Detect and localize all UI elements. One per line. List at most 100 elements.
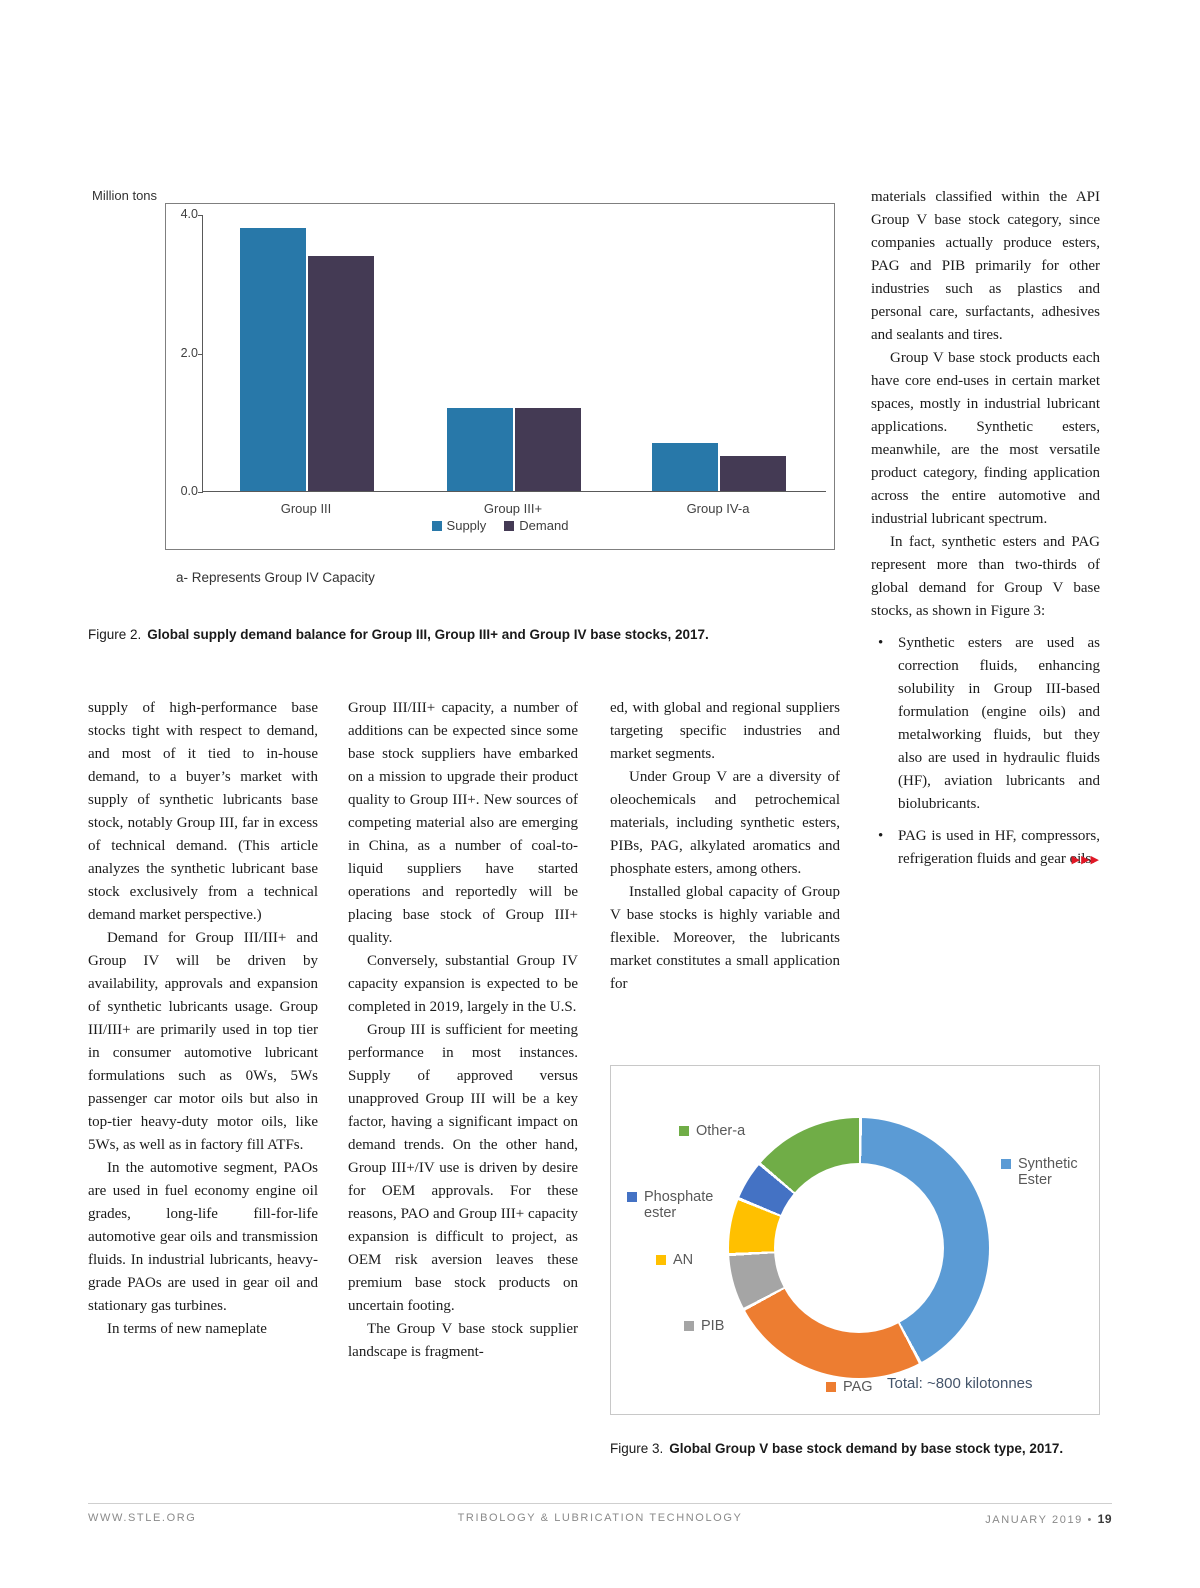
paragraph: ed, with global and regional suppliers t… — [610, 697, 840, 766]
footer-issue-page: JANUARY 2019 • 19 — [985, 1512, 1112, 1526]
legend-label: Supply — [446, 518, 487, 533]
footer-issue-date: JANUARY 2019 — [985, 1514, 1083, 1526]
pie-legend-item-synthetic-ester: Synthetic Ester — [1001, 1156, 1106, 1188]
paragraph-text: Synthetic esters are used as correction … — [898, 635, 1100, 812]
paragraph: In fact, synthetic esters and PAG repres… — [871, 531, 1100, 623]
legend-label: Demand — [519, 518, 569, 533]
paragraph: In terms of new nameplate — [88, 1318, 318, 1341]
chart-legend: Supply Demand — [166, 518, 834, 533]
paragraph: The Group V base stock supplier landscap… — [348, 1318, 578, 1364]
bar-group-group-iii- — [447, 408, 581, 491]
pie-legend-item-phosphate-ester: Phosphate ester — [627, 1189, 739, 1221]
paragraph-text: The Group V base stock supplier landscap… — [348, 1321, 578, 1360]
paragraph: Group III/III+ capacity, a number of add… — [348, 697, 578, 950]
paragraph-text: In fact, synthetic esters and PAG repres… — [871, 534, 1100, 619]
figure3-caption-label: Figure 3. — [610, 1441, 664, 1456]
donut-hole — [774, 1163, 944, 1333]
x-axis-label: Group IV-a — [686, 501, 750, 516]
paragraph-text: PAG is used in HF, compressors, refriger… — [898, 828, 1100, 867]
legend-swatch-icon — [656, 1255, 666, 1265]
paragraph: In the automotive segment, PAOs are used… — [88, 1157, 318, 1318]
bullet-item: • PAG is used in HF, compressors, refrige… — [871, 825, 1100, 871]
paragraph: Under Group V are a diversity of oleoche… — [610, 766, 840, 881]
figure3-caption: Figure 3. Global Group V base stock deman… — [610, 1441, 1100, 1456]
paragraph-text: In terms of new nameplate — [107, 1321, 267, 1337]
footer-journal-title: TRIBOLOGY & LUBRICATION TECHNOLOGY — [457, 1512, 743, 1524]
legend-swatch-icon — [627, 1192, 637, 1202]
y-tick-mark — [198, 492, 203, 493]
legend-item-demand: Demand — [504, 518, 568, 533]
y-tick-label: 2.0 — [180, 345, 198, 360]
paragraph-text: Group V base stock products each have co… — [871, 350, 1100, 527]
paragraph-text: supply of high-performance base stocks t… — [88, 700, 318, 923]
legend-swatch-icon — [431, 520, 442, 531]
legend-swatch-icon — [1001, 1159, 1011, 1169]
paragraph: Conversely, substantial Group IV capacit… — [348, 950, 578, 1019]
paragraph: Group III is sufficient for meeting perf… — [348, 1019, 578, 1318]
legend-item-supply: Supply — [431, 518, 487, 533]
text-column-1: supply of high-performance base stocks t… — [88, 697, 318, 1341]
pie-legend-item-pag: PAG — [826, 1379, 873, 1395]
paragraph-text: Installed global capacity of Group V bas… — [610, 884, 840, 992]
y-tick-mark — [198, 215, 203, 216]
bar-supply — [240, 228, 306, 491]
bar-demand — [720, 456, 786, 491]
legend-swatch-icon — [684, 1321, 694, 1331]
paragraph: Group V base stock products each have co… — [871, 347, 1100, 531]
x-axis-label: Group III+ — [483, 501, 543, 516]
bar-demand — [515, 408, 581, 491]
x-axis-label: Group III — [280, 501, 332, 516]
bar-group-group-iv-a — [652, 443, 786, 491]
paragraph: Demand for Group III/III+ and Group IV w… — [88, 927, 318, 1157]
figure3-caption-text: Global Group V base stock demand by base… — [669, 1441, 1064, 1456]
figure2-caption: Figure 2. Global supply demand balance fo… — [88, 627, 836, 642]
legend-swatch-icon — [679, 1126, 689, 1136]
footer-separator: • — [1087, 1514, 1093, 1526]
paragraph-text: Demand for Group III/III+ and Group IV w… — [88, 930, 318, 1153]
y-tick-label: 4.0 — [180, 207, 198, 221]
paragraph-text: ed, with global and regional suppliers t… — [610, 700, 840, 762]
text-column-2: Group III/III+ capacity, a number of add… — [348, 697, 578, 1364]
y-tick-mark — [198, 353, 203, 355]
text-column-4: materials classified within the API Grou… — [871, 186, 1100, 871]
pie-legend-item-an: AN — [656, 1252, 693, 1268]
figure2-caption-label: Figure 2. — [88, 627, 142, 642]
pie-legend-label: PIB — [701, 1318, 725, 1334]
figure2-bar-chart: Supply Demand Group III Group III+ Group IV… — [165, 203, 835, 550]
paragraph-text: In the automotive segment, PAOs are used… — [88, 1160, 318, 1314]
figure2-note: a- Represents Group IV Capacity — [176, 570, 375, 585]
figure3-donut-chart: Total: ~800 kilotonnes Synthetic Ester PA… — [610, 1065, 1100, 1415]
footer-page-number: 19 — [1097, 1512, 1112, 1526]
paragraph: materials classified within the API Grou… — [871, 186, 1100, 347]
footer-site: WWW.STLE.ORG — [88, 1512, 197, 1524]
pie-legend-label: AN — [673, 1252, 694, 1268]
bar-supply — [652, 443, 718, 491]
footer-rule — [88, 1503, 1112, 1504]
pie-legend-item-pib: PIB — [684, 1318, 724, 1334]
pie-legend-item-other-a: Other-a — [679, 1123, 745, 1139]
bar-supply — [447, 408, 513, 491]
bullet-marker: • — [878, 635, 884, 651]
bar-group-group-iii — [240, 228, 374, 491]
bullet-item: • Synthetic esters are used as correction… — [871, 632, 1100, 816]
plot-area — [202, 215, 826, 492]
paragraph-text: Conversely, substantial Group IV capacit… — [348, 953, 578, 1015]
bullet-marker: • — [878, 828, 884, 844]
paragraph: Installed global capacity of Group V bas… — [610, 881, 840, 996]
legend-swatch-icon — [826, 1382, 836, 1392]
paragraph-text: Group III is sufficient for meeting perf… — [348, 1022, 578, 1314]
legend-swatch-icon — [504, 520, 515, 531]
figure2-caption-text: Global supply demand balance for Group I… — [147, 627, 709, 642]
paragraph-text: materials classified within the API Grou… — [871, 189, 1100, 343]
text-column-3: ed, with global and regional suppliers t… — [610, 697, 840, 996]
total-label: Total: ~800 kilotonnes — [887, 1375, 1033, 1392]
paragraph: supply of high-performance base stocks t… — [88, 697, 318, 927]
continue-arrows-icon: ▶▶▶ — [1071, 853, 1100, 866]
y-axis-title: Million tons — [92, 188, 158, 203]
paragraph-text: Under Group V are a diversity of oleoche… — [610, 769, 840, 877]
pie-legend-label: Phosphate ester — [644, 1189, 714, 1221]
pie-legend-label: Other-a — [696, 1123, 746, 1139]
bar-demand — [308, 256, 374, 491]
y-tick-label: 0.0 — [180, 484, 198, 498]
